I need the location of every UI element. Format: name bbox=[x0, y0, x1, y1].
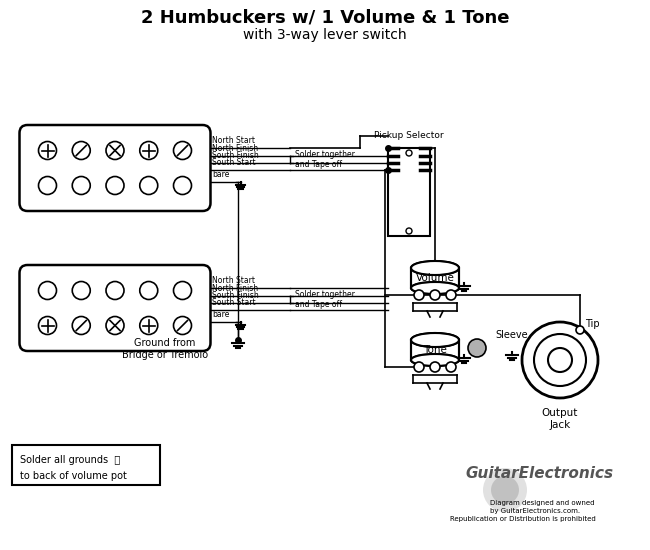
Text: Tip: Tip bbox=[585, 319, 599, 329]
Circle shape bbox=[522, 322, 598, 398]
Circle shape bbox=[174, 282, 192, 300]
Circle shape bbox=[106, 177, 124, 195]
Circle shape bbox=[72, 177, 90, 195]
Bar bbox=[411, 340, 459, 360]
Ellipse shape bbox=[411, 261, 459, 275]
Circle shape bbox=[483, 468, 527, 512]
Circle shape bbox=[576, 326, 584, 334]
Circle shape bbox=[174, 177, 192, 195]
Circle shape bbox=[38, 282, 57, 300]
Circle shape bbox=[72, 141, 90, 159]
Ellipse shape bbox=[411, 333, 459, 347]
Text: North Finish: North Finish bbox=[213, 284, 259, 293]
Text: South Start: South Start bbox=[213, 158, 256, 167]
Circle shape bbox=[106, 282, 124, 300]
FancyBboxPatch shape bbox=[20, 125, 211, 211]
Circle shape bbox=[174, 316, 192, 334]
Circle shape bbox=[72, 316, 90, 334]
Circle shape bbox=[406, 150, 412, 156]
Ellipse shape bbox=[411, 282, 459, 294]
Circle shape bbox=[430, 290, 440, 300]
Circle shape bbox=[548, 348, 572, 372]
Circle shape bbox=[406, 228, 412, 234]
Text: Republication or Distribution is prohibited: Republication or Distribution is prohibi… bbox=[450, 516, 596, 522]
Circle shape bbox=[446, 362, 456, 372]
Text: Ground from
Bridge or Tremolo: Ground from Bridge or Tremolo bbox=[122, 338, 208, 360]
Circle shape bbox=[38, 141, 57, 159]
Circle shape bbox=[140, 316, 158, 334]
Text: Solder all grounds  ⩲: Solder all grounds ⩲ bbox=[20, 455, 120, 465]
Text: South Finish: South Finish bbox=[213, 151, 259, 160]
Circle shape bbox=[430, 362, 440, 372]
Bar bbox=[388, 148, 430, 236]
Ellipse shape bbox=[411, 333, 459, 347]
Circle shape bbox=[72, 282, 90, 300]
Text: Diagram designed and owned: Diagram designed and owned bbox=[490, 500, 595, 506]
Text: bare: bare bbox=[213, 310, 230, 319]
Text: to back of volume pot: to back of volume pot bbox=[20, 471, 127, 481]
Circle shape bbox=[38, 177, 57, 195]
Ellipse shape bbox=[411, 354, 459, 366]
Circle shape bbox=[414, 290, 424, 300]
Text: South Start: South Start bbox=[213, 298, 256, 307]
Text: South Finish: South Finish bbox=[213, 291, 259, 300]
Text: by GuitarElectronics.com.: by GuitarElectronics.com. bbox=[490, 508, 580, 514]
Text: Solder together
and Tape off: Solder together and Tape off bbox=[295, 290, 355, 309]
Circle shape bbox=[534, 334, 586, 386]
Text: 2 Humbuckers w/ 1 Volume & 1 Tone: 2 Humbuckers w/ 1 Volume & 1 Tone bbox=[141, 9, 509, 27]
Text: Solder together
and Tape off: Solder together and Tape off bbox=[295, 150, 355, 169]
Text: North Finish: North Finish bbox=[213, 144, 259, 153]
Text: bare: bare bbox=[213, 170, 230, 179]
Text: Pickup Selector: Pickup Selector bbox=[374, 131, 444, 140]
Bar bbox=[12, 445, 160, 485]
Circle shape bbox=[468, 339, 486, 357]
Circle shape bbox=[106, 141, 124, 159]
Circle shape bbox=[174, 141, 192, 159]
Circle shape bbox=[140, 141, 158, 159]
Circle shape bbox=[140, 282, 158, 300]
Ellipse shape bbox=[411, 261, 459, 275]
Circle shape bbox=[106, 316, 124, 334]
Text: Sleeve: Sleeve bbox=[496, 330, 528, 340]
Bar bbox=[411, 268, 459, 288]
Text: Tone: Tone bbox=[423, 345, 447, 355]
Circle shape bbox=[446, 290, 456, 300]
Text: North Start: North Start bbox=[213, 136, 255, 145]
Circle shape bbox=[140, 177, 158, 195]
Ellipse shape bbox=[411, 354, 459, 366]
Text: Volume: Volume bbox=[415, 273, 454, 283]
Text: Output
Jack: Output Jack bbox=[542, 408, 578, 430]
FancyBboxPatch shape bbox=[20, 265, 211, 351]
Text: with 3-way lever switch: with 3-way lever switch bbox=[243, 28, 407, 42]
Ellipse shape bbox=[411, 282, 459, 294]
Text: North Start: North Start bbox=[213, 276, 255, 285]
Circle shape bbox=[491, 476, 519, 504]
Circle shape bbox=[38, 316, 57, 334]
Text: GuitarElectronics: GuitarElectronics bbox=[466, 466, 614, 481]
Circle shape bbox=[414, 362, 424, 372]
